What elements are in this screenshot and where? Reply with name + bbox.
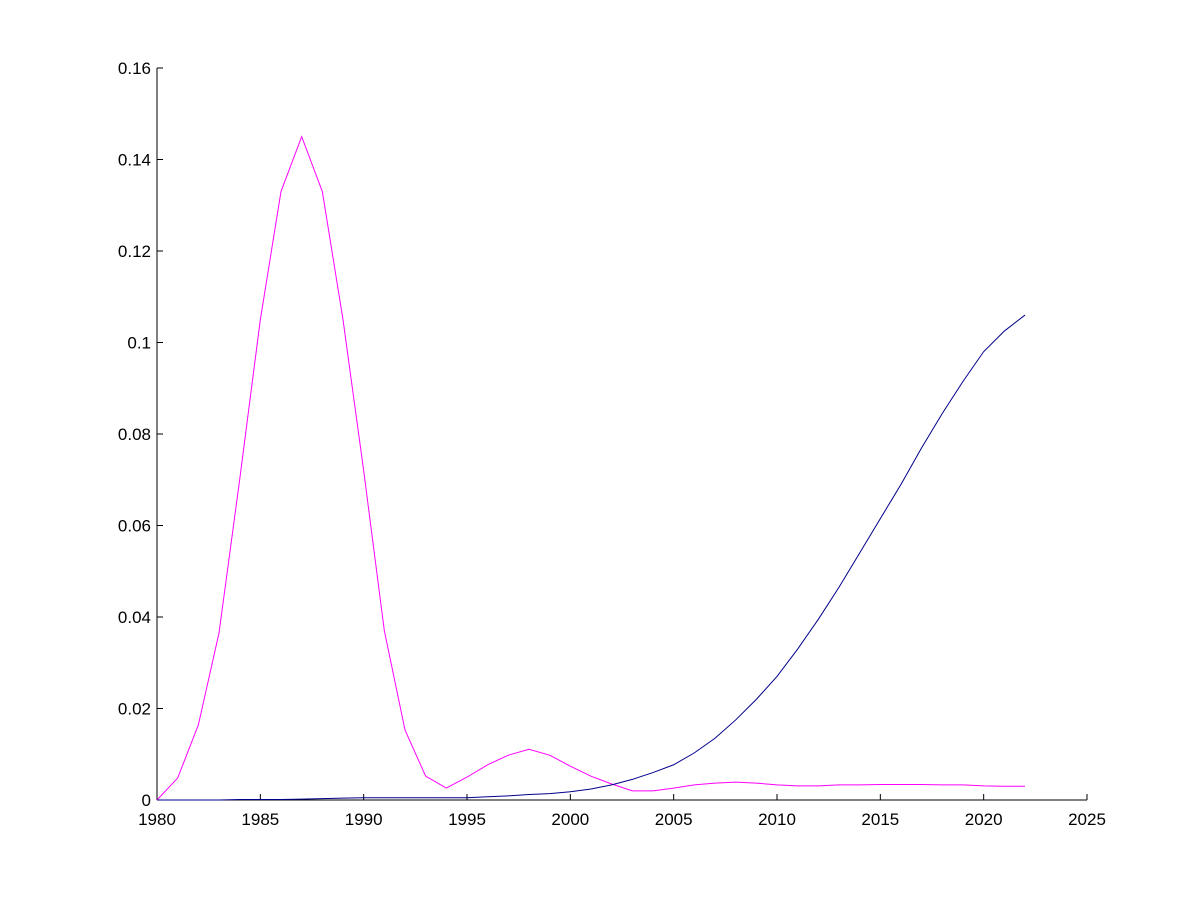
x-tick-label: 2010 xyxy=(758,810,796,829)
x-tick-label: 2000 xyxy=(551,810,589,829)
x-tick-label: 1980 xyxy=(138,810,176,829)
series-line xyxy=(156,135,1025,801)
x-tick-label: 2020 xyxy=(965,810,1003,829)
y-tick-label: 0.08 xyxy=(118,425,151,444)
x-tick-label: 2025 xyxy=(1068,810,1106,829)
x-tick-label: 1990 xyxy=(345,810,383,829)
y-tick-label: 0 xyxy=(142,791,151,810)
y-tick-label: 0.06 xyxy=(118,517,151,536)
y-tick-label: 0.04 xyxy=(118,608,151,627)
x-tick-label: 2015 xyxy=(861,810,899,829)
x-tick-label: 1995 xyxy=(448,810,486,829)
y-tick-label: 0.02 xyxy=(118,700,151,719)
y-tick-label: 0.14 xyxy=(118,151,151,170)
x-tick-label: 1985 xyxy=(241,810,279,829)
x-tick-label: 2005 xyxy=(655,810,693,829)
series-line xyxy=(157,314,1026,801)
y-tick-label: 0.1 xyxy=(127,334,151,353)
y-tick-label: 0.16 xyxy=(118,59,151,78)
y-tick-label: 0.12 xyxy=(118,242,151,261)
